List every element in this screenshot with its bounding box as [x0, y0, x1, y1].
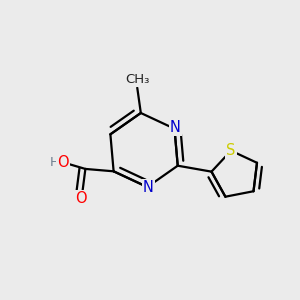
Text: O: O — [75, 191, 87, 206]
Text: S: S — [226, 142, 236, 158]
Text: O: O — [57, 154, 69, 169]
Text: H: H — [50, 156, 59, 169]
Text: N: N — [170, 120, 181, 135]
Text: N: N — [143, 180, 154, 195]
Text: CH₃: CH₃ — [125, 73, 149, 86]
